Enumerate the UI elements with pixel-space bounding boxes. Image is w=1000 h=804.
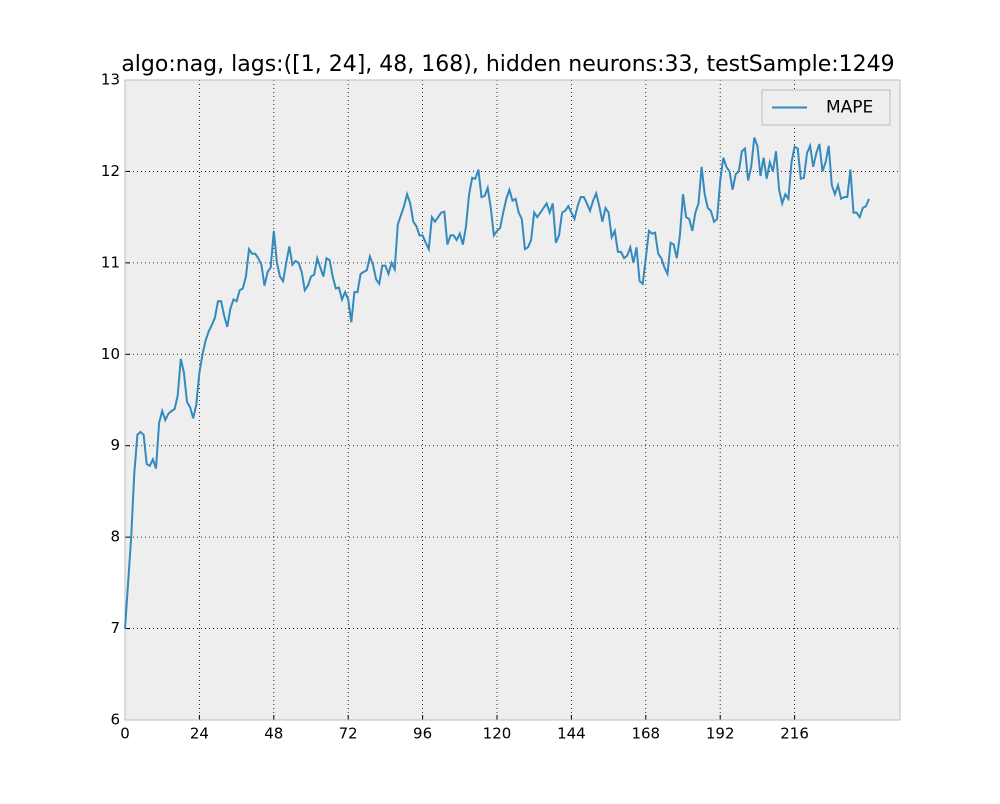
chart-title: algo:nag, lags:([1, 24], 48, 168), hidde…: [121, 52, 894, 77]
y-tick-label: 10: [101, 345, 120, 363]
data-line: [124, 137, 870, 629]
y-tick-label: 8: [110, 528, 120, 546]
x-tick-label: 144: [557, 725, 586, 743]
y-tick-label: 11: [101, 253, 120, 271]
legend: MAPE: [761, 89, 891, 126]
plot-area: [125, 80, 900, 720]
x-tick-label: 216: [780, 725, 809, 743]
x-tick-label: 72: [339, 725, 358, 743]
y-tick-label: 13: [101, 71, 120, 89]
x-tick-label: 192: [706, 725, 735, 743]
x-tick-label: 168: [631, 725, 660, 743]
x-tick-label: 0: [120, 725, 130, 743]
y-tick-label: 7: [110, 619, 120, 637]
y-tick-label: 12: [101, 162, 120, 180]
x-tick-label: 48: [264, 725, 283, 743]
x-tick-label: 24: [190, 725, 209, 743]
y-tick-label: 9: [110, 436, 120, 454]
x-tick-label: 120: [483, 725, 512, 743]
y-tick-label: 6: [110, 711, 120, 729]
plot-frame: [124, 79, 901, 721]
x-tick-label: 96: [413, 725, 432, 743]
legend-label: MAPE: [826, 98, 873, 118]
